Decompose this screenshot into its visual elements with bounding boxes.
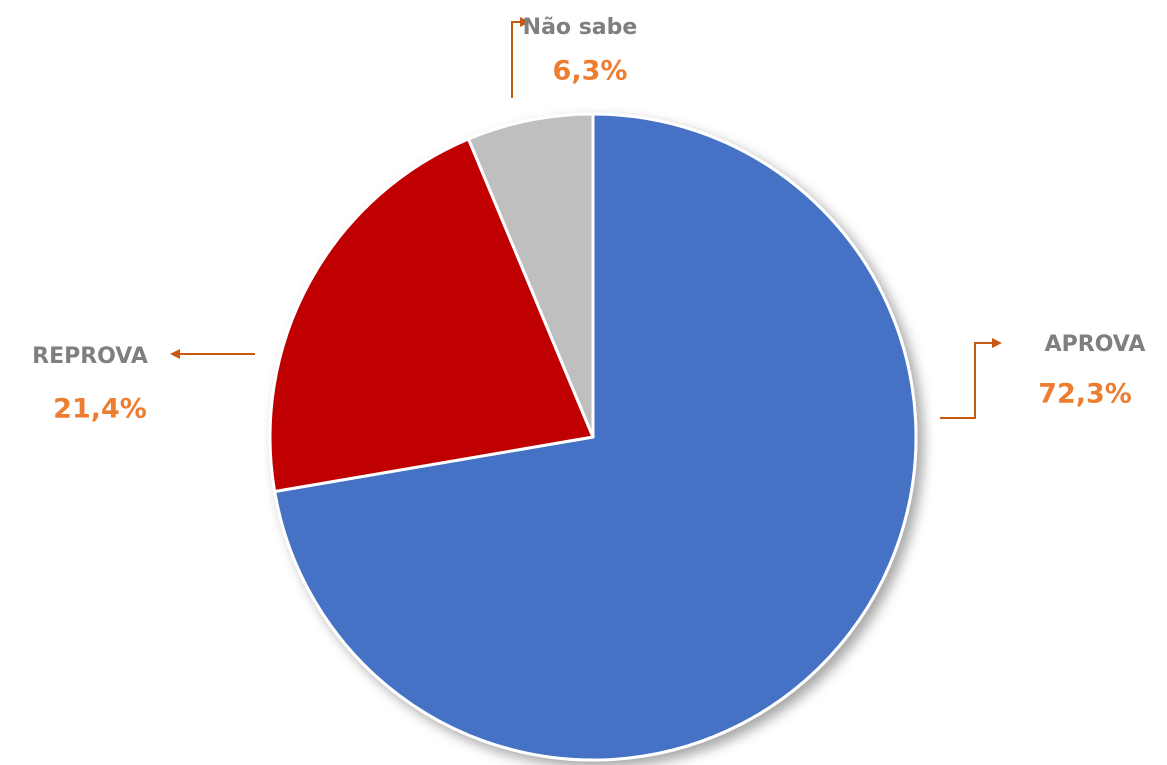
pie-slice xyxy=(273,112,918,762)
leader-line xyxy=(511,17,530,98)
leader-line xyxy=(940,338,1002,419)
category-label: Não sabe xyxy=(523,15,638,40)
value-label: 6,3% xyxy=(553,56,628,87)
pie-slice xyxy=(268,137,595,494)
value-label: 21,4% xyxy=(53,394,147,425)
category-label: REPROVA xyxy=(32,344,148,369)
pie xyxy=(268,112,918,762)
pie-slice xyxy=(466,112,595,439)
category-label: APROVA xyxy=(1045,332,1146,357)
value-label: 72,3% xyxy=(1038,379,1132,410)
